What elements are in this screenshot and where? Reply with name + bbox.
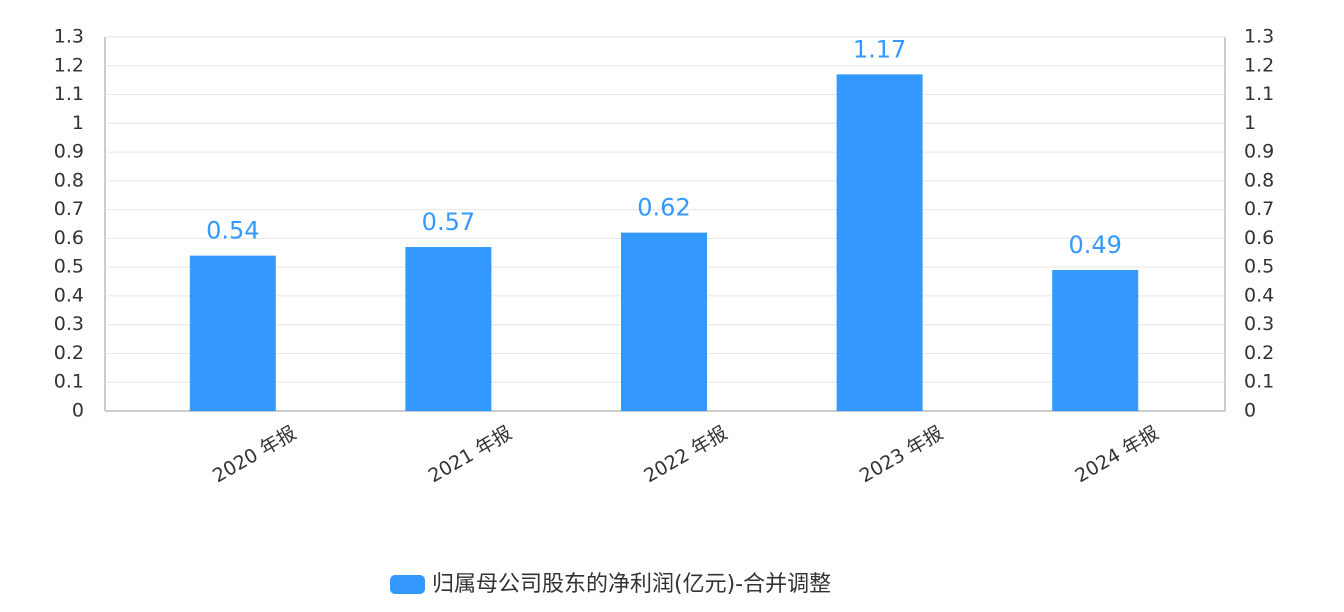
y-tick-label: 1.3 [54,26,84,48]
y-tick-label: 0.9 [54,141,84,163]
y2-tick-label: 1.1 [1244,83,1274,105]
y2-tick-label: 1.2 [1244,54,1274,76]
bar [405,247,492,411]
value-label: 0.62 [637,194,690,222]
y-tick-label: 1.1 [54,83,84,105]
y-tick-label: 0.7 [54,198,84,220]
value-label: 1.17 [853,35,906,63]
bar [836,74,923,412]
bar [621,232,707,411]
y2-tick-label: 0.1 [1244,371,1274,393]
x-tick-label: 2020 年报 [209,422,300,487]
y2-tick-label: 0.5 [1244,256,1274,278]
y-tick-label: 0.2 [54,342,84,364]
y-tick-label: 1 [72,112,84,134]
y2-tick-label: 1.3 [1244,26,1274,48]
y2-tick-label: 0.9 [1244,141,1274,163]
y-tick-label: 0.5 [54,256,84,278]
value-label: 0.49 [1068,231,1121,259]
y-tick-label: 1.2 [54,54,84,76]
y2-tick-label: 0 [1244,400,1256,422]
x-tick-label: 2024 年报 [1071,422,1162,487]
y2-tick-label: 1 [1244,112,1256,134]
y-tick-label: 0.8 [54,169,84,191]
x-tick-label: 2023 年报 [856,422,947,487]
value-label: 0.54 [206,217,259,245]
legend-label: 归属母公司股东的净利润(亿元)-合并调整 [432,572,831,597]
y-tick-label: 0 [72,400,84,422]
y-tick-label: 0.6 [54,227,84,249]
value-label: 0.57 [422,208,475,236]
x-tick-label: 2021 年报 [425,422,516,487]
x-tick-label: 2022 年报 [640,422,731,487]
y2-tick-label: 0.8 [1244,169,1274,191]
y2-tick-label: 0.2 [1244,342,1274,364]
y-tick-label: 0.4 [54,284,84,306]
y2-tick-label: 0.4 [1244,284,1274,306]
y2-tick-label: 0.7 [1244,198,1274,220]
legend-swatch [390,575,425,594]
y2-tick-label: 0.6 [1244,227,1274,249]
bar [189,255,276,411]
bar [1052,270,1139,411]
y2-tick-label: 0.3 [1244,313,1274,335]
y-tick-label: 0.3 [54,313,84,335]
y-tick-label: 0.1 [54,371,84,393]
